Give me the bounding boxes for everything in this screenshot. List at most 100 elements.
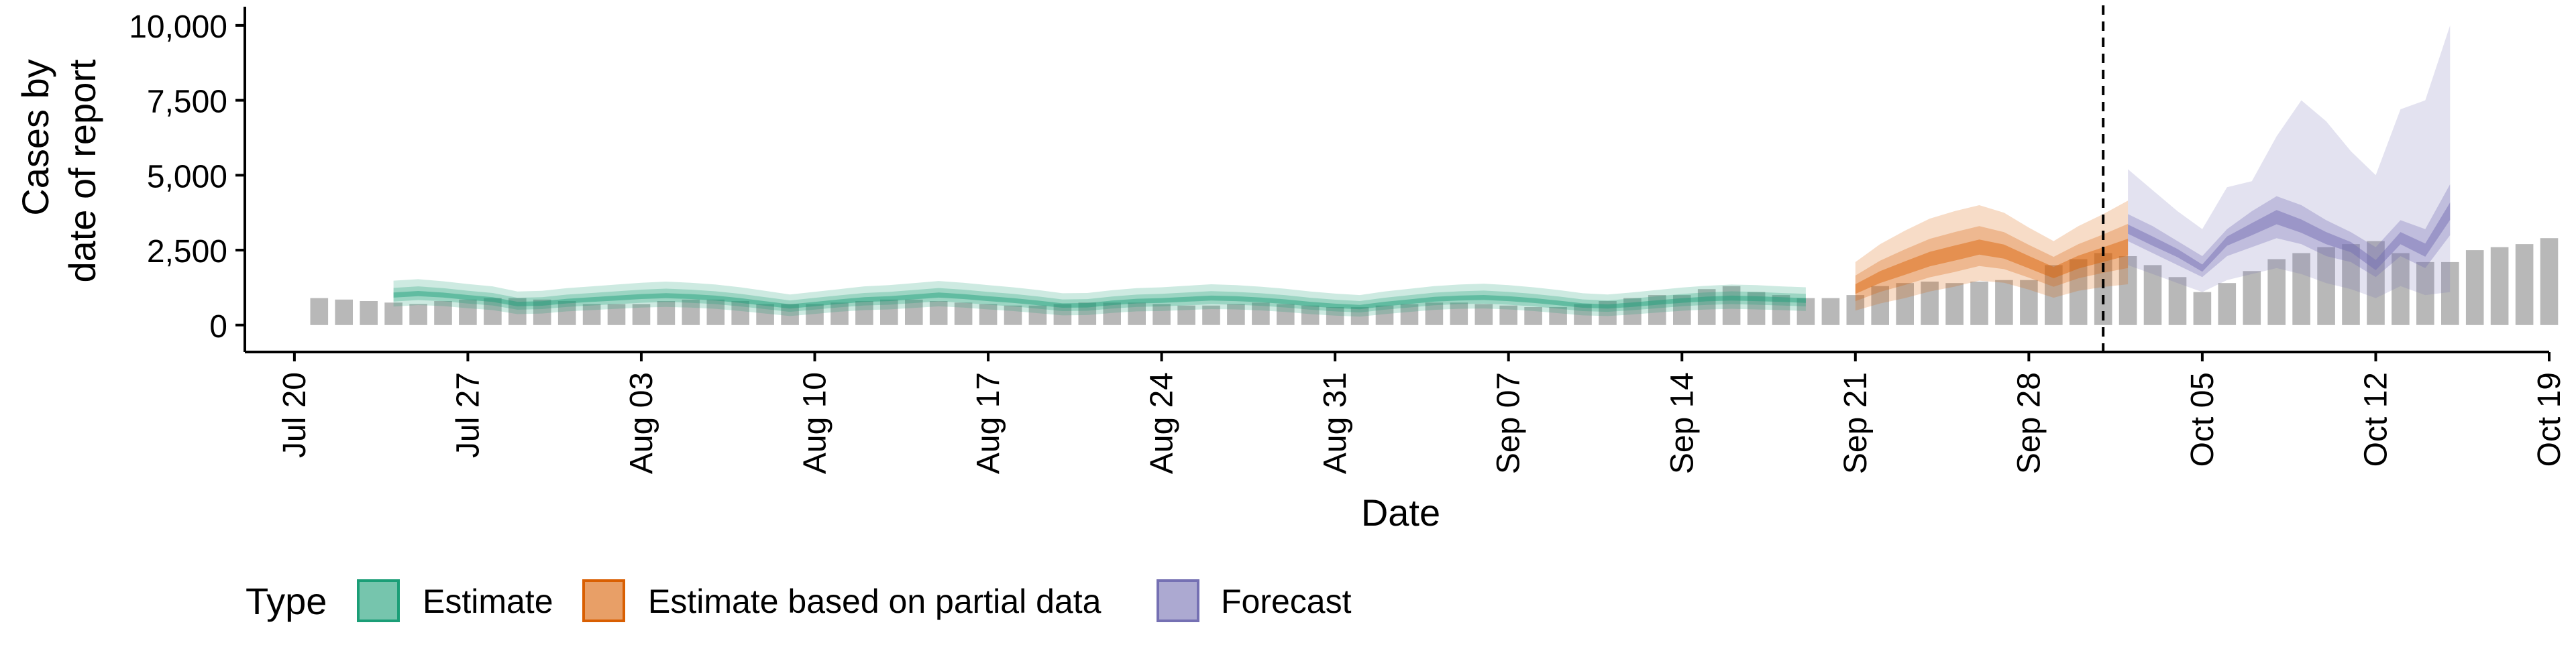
x-tick-label: Oct 12: [2359, 372, 2394, 467]
observed-bar: [2392, 253, 2410, 325]
x-tick-label: Aug 10: [798, 372, 833, 474]
observed-bar: [756, 304, 774, 325]
observed-bar: [1796, 298, 1815, 325]
observed-bar: [310, 298, 329, 325]
observed-bar: [2193, 292, 2212, 325]
observed-bar: [2069, 259, 2088, 325]
estimate-band-90: [393, 279, 1806, 317]
observed-bar: [855, 301, 873, 325]
partial-band-50: [1855, 223, 2129, 302]
x-tick-label: Sep 07: [1491, 372, 1527, 474]
estimate-band-20: [393, 291, 1806, 310]
legend-title: Type: [246, 580, 327, 622]
forecast-band-20: [2128, 202, 2451, 272]
observed-bar: [508, 298, 527, 325]
observed-bar: [731, 301, 749, 325]
x-tick-label: Sep 28: [2011, 372, 2047, 474]
observed-bar: [2143, 265, 2162, 325]
observed-bar: [954, 302, 973, 325]
observed-bar: [1648, 295, 1666, 325]
observed-bar: [2267, 259, 2286, 325]
observed-bar: [1301, 305, 1320, 325]
observed-bar: [434, 301, 452, 325]
partial-band-20: [1855, 239, 2129, 294]
observed-bar: [979, 304, 998, 325]
x-tick-label: Sep 21: [1838, 372, 1874, 474]
observed-bar: [1152, 304, 1171, 325]
y-tick-label: 0: [209, 309, 227, 345]
observed-bar: [607, 304, 626, 325]
observed-bar: [2515, 244, 2534, 325]
observed-bar: [1425, 302, 1444, 325]
observed-bar: [1028, 305, 1047, 325]
legend-swatch-forecast: [1157, 579, 1199, 622]
x-tick-label: Oct 05: [2185, 372, 2220, 467]
observed-bar: [1128, 302, 1146, 325]
observed-bar: [2441, 261, 2459, 325]
observed-bar: [1574, 304, 1592, 325]
x-tick-label: Aug 03: [624, 372, 659, 474]
observed-bar: [459, 299, 477, 325]
observed-bar: [1871, 286, 1889, 325]
observed-bar: [682, 299, 700, 325]
observed-bar: [1995, 280, 2013, 325]
observed-bar: [1053, 304, 1072, 325]
y-tick-label: 7,500: [147, 84, 227, 120]
observed-bar: [2243, 271, 2261, 325]
observed-bar: [2465, 250, 2484, 325]
observed-bar: [1599, 301, 1617, 325]
observed-bar: [2540, 238, 2559, 325]
observed-bar: [1524, 307, 1542, 325]
forecast-band-50: [2128, 184, 2451, 278]
y-tick-label: 2,500: [147, 234, 227, 270]
observed-bar: [905, 299, 923, 325]
y-tick-label: 5,000: [147, 159, 227, 194]
x-tick-label: Aug 24: [1144, 372, 1180, 474]
observed-bar: [1846, 295, 1865, 325]
observed-bar: [1202, 305, 1220, 325]
observed-bar: [409, 304, 427, 325]
observed-bar: [781, 304, 799, 325]
x-tick-label: Aug 17: [971, 372, 1006, 474]
observed-bar: [2292, 253, 2310, 325]
y-axis-title-line-2: date of report: [61, 59, 103, 283]
observed-bar: [2490, 247, 2509, 325]
legend-swatch-partial: [582, 579, 625, 622]
observed-bar: [1326, 307, 1344, 325]
x-tick-label: Jul 20: [277, 372, 313, 458]
observed-bar: [830, 302, 849, 325]
observed-bar: [1673, 295, 1691, 325]
legend-label-estimate: Estimate: [423, 583, 553, 620]
partial-band-90: [1855, 200, 2129, 311]
observed-bar: [706, 299, 725, 325]
observed-bar: [806, 304, 824, 325]
observed-bar: [2020, 280, 2038, 325]
legend-label-forecast: Forecast: [1221, 583, 1352, 620]
observed-bar: [657, 301, 676, 325]
observed-bar: [335, 299, 353, 325]
legend-label-partial: Estimate based on partial data: [648, 583, 1102, 620]
observed-bar: [1227, 304, 1245, 325]
observed-bar: [2342, 244, 2360, 325]
plot-area: [310, 5, 2559, 352]
y-axis-title-line-1: Cases by: [14, 59, 56, 215]
axes: Cases by date of report Date 0 2,500 5,000…: [14, 7, 2567, 534]
observed-bar: [1772, 295, 1790, 325]
forecast-band-90: [2128, 25, 2451, 298]
observed-bar: [1821, 298, 1840, 325]
observed-bar: [929, 301, 948, 325]
observed-bar: [632, 304, 651, 325]
observed-bar: [1450, 302, 1468, 325]
x-tick-label: Oct 19: [2532, 372, 2567, 467]
observed-bar: [1921, 282, 1939, 325]
x-tick-label: Aug 31: [1318, 372, 1353, 474]
observed-bar: [533, 299, 551, 325]
x-axis-title: Date: [1361, 491, 1440, 534]
observed-bar: [1004, 305, 1022, 325]
observed-bar: [1970, 282, 1988, 325]
observed-bar: [2118, 256, 2137, 325]
x-tick-label: Sep 14: [1664, 372, 1700, 474]
observed-bar: [1350, 307, 1369, 325]
